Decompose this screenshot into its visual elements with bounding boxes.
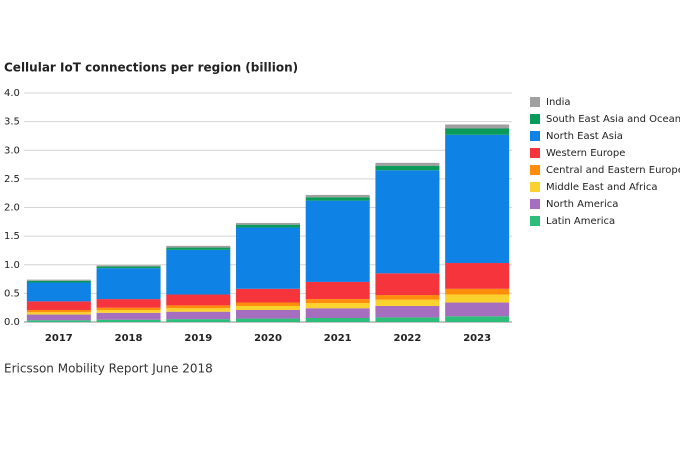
bar-segment [236,224,300,228]
bar-segment [26,280,91,283]
bar-segment [236,302,300,306]
bar-segment [445,128,510,135]
x-tick-label: 2018 [115,333,143,344]
y-tick-label: 0.5 [4,288,20,299]
bar-segment [96,307,161,310]
bar-segment [96,299,161,308]
bar-segment [236,309,300,319]
bar-segment [305,197,370,201]
x-tick-label: 2021 [324,333,352,344]
y-tick-label: 2.5 [4,174,20,185]
bar-segment [375,165,440,171]
legend-swatch [530,114,540,124]
bar-segment [236,305,300,310]
source: Ericsson Mobility Report June 2018 [4,362,213,376]
bar-segment [26,314,91,321]
bar-segment [305,317,370,322]
bar-segment [166,311,231,320]
bar-segment [236,288,300,303]
bar-segment [96,268,161,300]
bar-segment [305,299,370,304]
bar-segment [166,247,231,250]
bar-segment [445,263,510,289]
bar-segment [166,249,231,295]
bar-segment [96,266,161,269]
legend-swatch [530,182,540,192]
bar-segment [26,320,91,322]
bar-segment [236,318,300,322]
bar-segment [445,302,510,317]
bar-segment [26,309,91,313]
y-tick-label: 2.0 [4,203,20,214]
bar-segment [305,194,370,198]
y-tick-label: 4.0 [4,88,20,99]
bar-segment [375,162,440,166]
legend-label: India [546,97,571,108]
bar-segment [445,134,510,264]
bar-segment [236,227,300,289]
legend-swatch [530,131,540,141]
bar-segment [236,222,300,225]
x-tick-label: 2023 [463,333,491,344]
bar-segment [96,319,161,322]
legend-swatch [530,165,540,175]
y-tick-label: 3.0 [4,145,20,156]
bar-segment [166,308,231,312]
bar-segment [96,312,161,320]
bar-segment [166,245,231,248]
y-tick-label: 3.5 [4,117,20,128]
bar-segment [375,295,440,300]
bar-segment [375,317,440,322]
legend-label: North East Asia [546,131,623,142]
bar-segment [445,124,510,129]
x-tick-label: 2019 [184,333,212,344]
bar-segment [96,265,161,267]
bar-segment [305,200,370,282]
legend-label: Western Europe [546,148,625,159]
bar-segment [166,319,231,322]
bar-segment [26,312,91,315]
y-tick-label: 0.0 [4,317,20,328]
legend-swatch [530,216,540,226]
bar-segment [26,282,91,302]
y-tick-label: 1.0 [4,260,20,271]
chart-title: Cellular IoT connections per region (bil… [4,61,298,75]
legend-label: North America [546,199,618,210]
bar-segment [96,309,161,313]
bar-segment [166,294,231,306]
x-tick-label: 2020 [254,333,282,344]
legend-swatch [530,199,540,209]
bar-segment [445,294,510,303]
bar-segment [26,279,91,281]
bar-segment [375,170,440,274]
bar-segment [305,308,370,318]
legend-label: Central and Eastern Europe [546,165,680,176]
bar-segment [305,281,370,300]
bar-segment [166,305,231,309]
bar-segment [375,299,440,306]
y-tick-label: 1.5 [4,231,20,242]
legend-swatch [530,148,540,158]
bar-segment [375,273,440,296]
legend-swatch [530,97,540,107]
legend-label: Middle East and Africa [546,182,657,193]
x-tick-label: 2017 [45,333,73,344]
bar-segment [445,316,510,322]
bar-segment [445,288,510,295]
legend-label: South East Asia and Oceania [546,114,680,125]
bar-segment [375,305,440,318]
bar-segment [305,303,370,309]
bar-segment [26,301,91,310]
legend-label: Latin America [546,216,615,227]
x-tick-label: 2022 [394,333,422,344]
